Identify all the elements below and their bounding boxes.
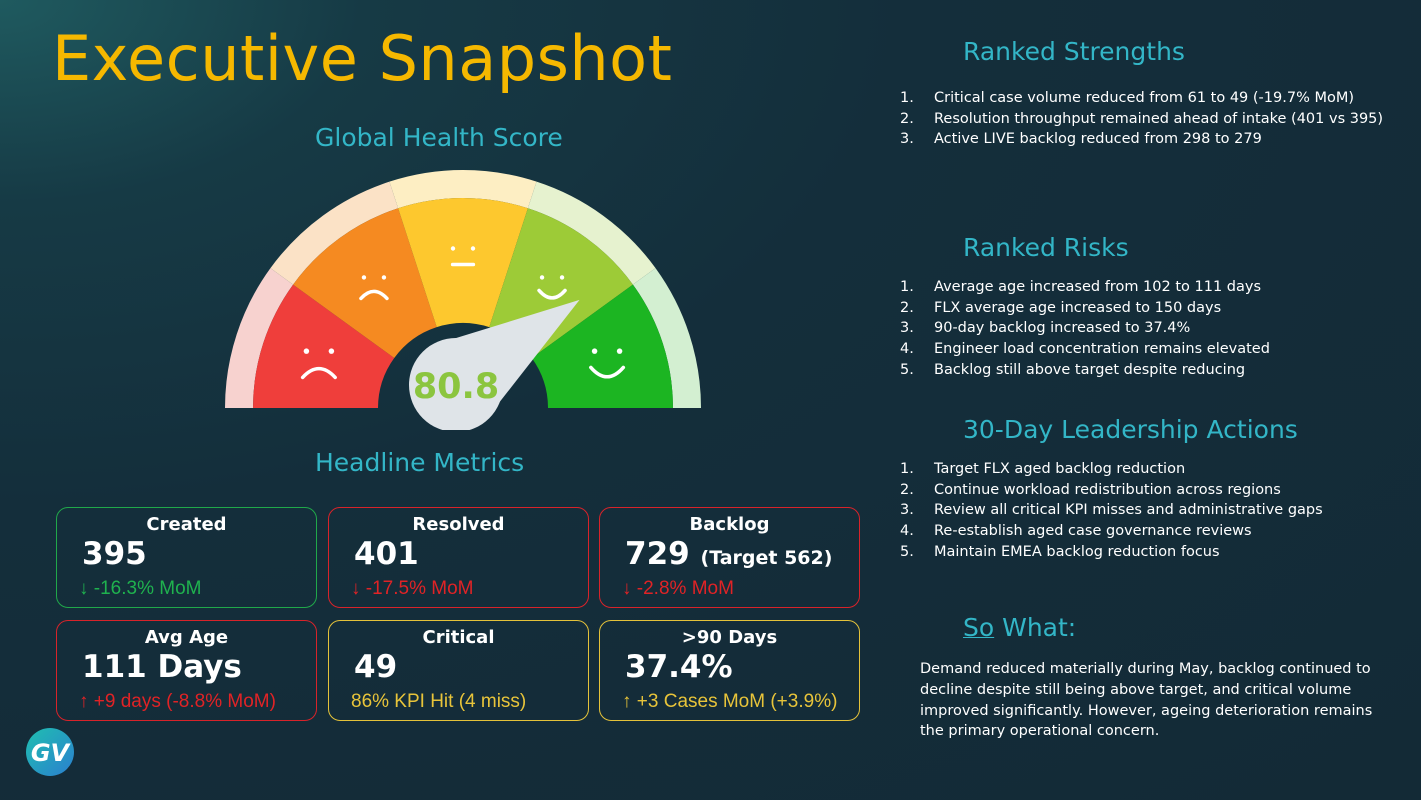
gauge-outer-band [225,268,294,408]
card-delta: ↓ -17.5% MoM [351,578,474,599]
smile-face-icon [537,275,567,300]
gauge-outer-band [527,181,656,285]
card-label: Critical [422,627,495,648]
backlog-card: Backlog 729 (Target 562) ↓ -2.8% MoM [599,507,860,608]
card-delta: ↑ +9 days (-8.8% MoM) [79,691,276,712]
gauge-outer-band [270,181,399,285]
card-value: 49 [354,649,398,685]
list-item: 1. Average age increased from 102 to 111 … [900,279,1262,295]
risks-title: Ranked Risks [963,233,1129,262]
card-label: Created [146,514,227,535]
card-value: 37.4% [625,649,733,685]
list-item: 4. Re-establish aged case governance revi… [900,523,1252,540]
card-value: 111 Days [82,649,242,685]
list-item: 3. 90-day backlog increased to 37.4% [900,320,1191,337]
card-label: Resolved [412,514,505,535]
gauge-segment [531,284,673,408]
card-value: 729 (Target 562) [625,536,833,572]
over-90-days-card: >90 Days 37.4% ↑ +3 Cases MoM (+3.9%) [599,620,860,721]
created-card: Created 395 ↓ -16.3% MoM [56,507,317,608]
list-item: 1. Critical case volume reduced from 61 t… [900,90,1355,106]
list-item: 2. Continue workload redistribution acros… [900,481,1281,498]
gauge-segment [398,198,528,328]
neutral-face-icon [450,246,476,267]
list-item: 4. Engineer load concentration remains el… [900,341,1270,358]
card-delta: ↓ -16.3% MoM [79,578,202,599]
list-item: 2. FLX average age increased to 150 days [900,299,1222,316]
gauge-score: 80.8 [413,367,499,407]
svg-text:GV: GV [31,739,72,767]
health-score-gauge: 80.8 [225,170,701,430]
resolved-card: Resolved 401 ↓ -17.5% MoM [328,507,589,608]
so-what-title: So What: [963,613,1077,642]
gauge-title: Global Health Score [315,123,563,152]
gv-logo-icon: GV [26,728,74,776]
metrics-title: Headline Metrics [315,448,525,477]
strengths-title: Ranked Strengths [963,37,1185,66]
gauge-segment [253,284,395,408]
list-item: 2. Resolution throughput remained ahead o… [900,110,1384,127]
card-value: 395 [82,536,147,572]
card-label: >90 Days [681,627,778,648]
card-label: Backlog [689,514,770,535]
list-item: 3. Review all critical KPI misses and adm… [900,502,1323,519]
gauge-outer-band [389,170,537,209]
critical-card: Critical 49 86% KPI Hit (4 miss) [328,620,589,721]
card-delta: ↑ +3 Cases MoM (+3.9%) [622,691,838,712]
sad-face-icon [359,275,389,301]
actions-title: 30-Day Leadership Actions [963,415,1298,444]
gauge-hub [409,338,503,430]
card-label: Avg Age [144,627,229,648]
gauge-outer-band [632,268,701,408]
card-delta: ↓ -2.8% MoM [622,578,734,599]
avg-age-card: Avg Age 111 Days ↑ +9 days (-8.8% MoM) [56,620,317,721]
gauge-segment [293,208,437,359]
list-item: 3. Active LIVE backlog reduced from 298 t… [900,131,1262,148]
risks-list: 1. Average age increased from 102 to 111 … [900,277,1270,380]
page-title: Executive Snapshot [52,22,673,95]
list-item: 5. Maintain EMEA backlog reduction focus [900,543,1220,560]
so-what-summary: Demand reduced materially during May, ba… [920,661,1373,740]
list-item: 5. Backlog still above target despite red… [900,361,1246,378]
actions-list: 1. Target FLX aged backlog reduction 2. Co… [900,459,1323,562]
card-target: (Target 562) [700,547,833,569]
card-delta: 86% KPI Hit (4 miss) [351,691,527,712]
big-smile-face-icon [589,348,626,379]
list-item: 1. Target FLX aged backlog reduction [900,461,1186,477]
very-sad-face-icon [300,348,337,380]
card-value: 401 [354,536,419,572]
strengths-list: 1. Critical case volume reduced from 61 t… [900,88,1383,150]
